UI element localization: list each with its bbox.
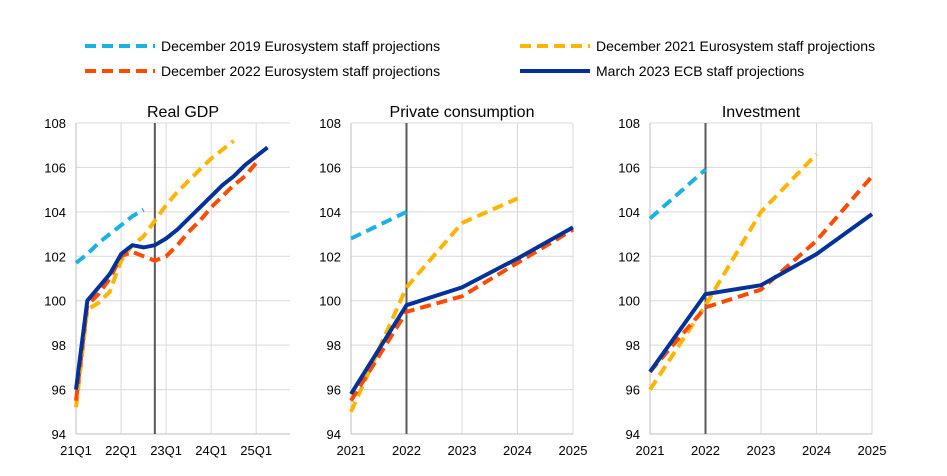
y-tick-label: 102 xyxy=(44,249,66,264)
y-tick-label: 100 xyxy=(44,294,66,309)
x-tick-label: 2024 xyxy=(802,443,831,458)
x-tick-label: 2022 xyxy=(691,443,720,458)
legend-label: March 2023 ECB staff projections xyxy=(596,63,804,79)
y-tick-label: 100 xyxy=(618,294,640,309)
y-tick-label: 102 xyxy=(618,249,640,264)
y-tick-label: 98 xyxy=(327,338,341,353)
legend-item: December 2022 Eurosystem staff projectio… xyxy=(85,63,440,79)
series-line-march-2023-ecb-staff-projections xyxy=(648,212,874,373)
y-tick-label: 96 xyxy=(327,383,341,398)
x-tick-label: 2025 xyxy=(559,443,588,458)
y-tick-label: 108 xyxy=(618,116,640,131)
y-tick-label: 104 xyxy=(319,205,341,220)
x-tick-label: 23Q1 xyxy=(150,443,182,458)
y-tick-label: 102 xyxy=(319,249,341,264)
y-tick-label: 96 xyxy=(52,383,66,398)
x-tick-label: 2023 xyxy=(448,443,477,458)
y-tick-label: 94 xyxy=(52,427,66,442)
y-tick-label: 106 xyxy=(618,160,640,175)
chart-panels: Real GDP 94 96 98 100 102 104 106 108 21Q1 22Q1 23Q… xyxy=(44,104,886,458)
y-tick-label: 94 xyxy=(327,427,341,442)
panel-3: Investment 94 96 98 100 102 104 106 108 2021 2022 2… xyxy=(618,104,886,458)
series-line-march-2023-ecb-staff-projections xyxy=(74,145,269,390)
x-tick-label: 2024 xyxy=(503,443,532,458)
y-tick-label: 96 xyxy=(626,383,640,398)
y-tick-label: 106 xyxy=(44,160,66,175)
series-line-december-2022-eurosystem-staff-projections xyxy=(349,227,575,402)
series-line-march-2023-ecb-staff-projections xyxy=(349,225,574,396)
series-line-december-2019-eurosystem-staff-projections xyxy=(648,168,707,221)
legend-label: December 2019 Eurosystem staff projectio… xyxy=(161,38,440,54)
y-tick-label: 108 xyxy=(44,116,66,131)
series-line-december-2022-eurosystem-staff-projections xyxy=(648,174,874,374)
y-tick-label: 108 xyxy=(319,116,341,131)
panel-2: Private consumption 94 96 98 100 102 104 106 108… xyxy=(319,104,587,458)
x-tick-label: 2023 xyxy=(747,443,776,458)
y-tick-label: 98 xyxy=(626,338,640,353)
legend: December 2019 Eurosystem staff projectio… xyxy=(85,38,875,79)
x-tick-label: 2025 xyxy=(858,443,887,458)
x-tick-label: 21Q1 xyxy=(60,443,92,458)
series-line-december-2021-eurosystem-staff-projections xyxy=(74,139,235,408)
series-line-december-2019-eurosystem-staff-projections xyxy=(74,207,145,265)
y-tick-label: 98 xyxy=(52,338,66,353)
series-line-december-2021-eurosystem-staff-projections xyxy=(648,152,818,391)
panel-title: Private consumption xyxy=(390,104,535,121)
y-tick-label: 104 xyxy=(618,205,640,220)
series-line-december-2019-eurosystem-staff-projections xyxy=(350,210,408,241)
x-tick-label: 2021 xyxy=(636,443,665,458)
x-tick-label: 25Q1 xyxy=(240,443,272,458)
x-tick-label: 2021 xyxy=(337,443,366,458)
legend-label: December 2021 Eurosystem staff projectio… xyxy=(596,38,875,54)
panel-1: Real GDP 94 96 98 100 102 104 106 108 21Q1 22Q1 23Q… xyxy=(44,104,290,458)
panel-title: Investment xyxy=(722,104,801,121)
panel-title: Real GDP xyxy=(147,104,219,121)
legend-item: December 2021 Eurosystem staff projectio… xyxy=(520,38,875,54)
x-tick-label: 24Q1 xyxy=(195,443,227,458)
y-tick-label: 106 xyxy=(319,160,341,175)
x-tick-label: 22Q1 xyxy=(105,443,137,458)
legend-item: March 2023 ECB staff projections xyxy=(520,63,804,79)
legend-label: December 2022 Eurosystem staff projectio… xyxy=(161,63,440,79)
x-tick-label: 2022 xyxy=(392,443,421,458)
y-tick-label: 104 xyxy=(44,205,66,220)
series-line-december-2022-eurosystem-staff-projections xyxy=(74,161,258,401)
legend-item: December 2019 Eurosystem staff projectio… xyxy=(85,38,440,54)
y-tick-label: 100 xyxy=(319,294,341,309)
series-line-december-2021-eurosystem-staff-projections xyxy=(349,196,519,413)
y-tick-label: 94 xyxy=(626,427,640,442)
